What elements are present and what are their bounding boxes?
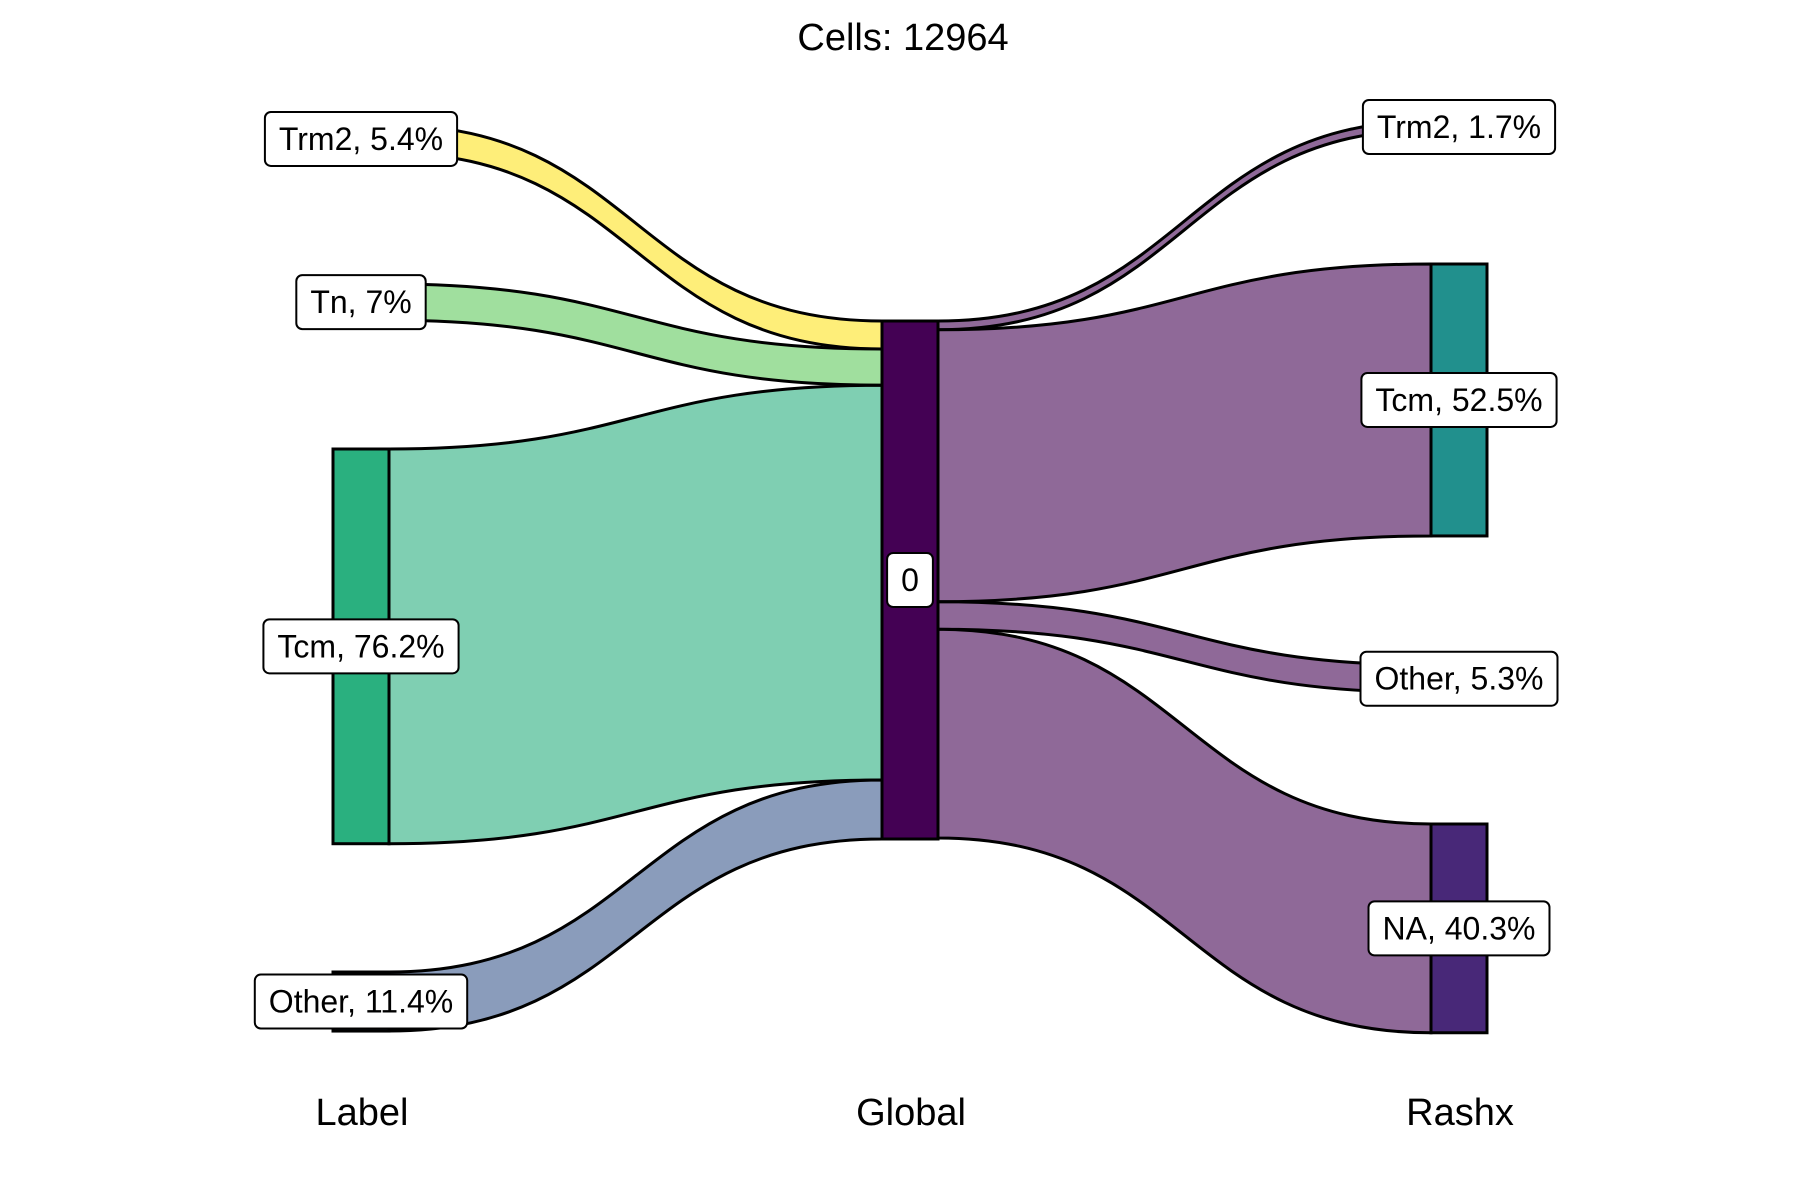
node-label-box (1361, 99, 1557, 155)
axis-label-rashx: Rashx (1406, 1092, 1514, 1134)
node-label-label-other: Other, 11.4% (253, 973, 469, 1030)
node-label-rashx-tcm: Tcm, 52.5% (1360, 371, 1558, 428)
node-label-label-trm2: Trm2, 5.4% (263, 110, 459, 167)
node-label-box (1367, 900, 1551, 957)
node-label-text: Trm2, 5.4% (279, 121, 443, 157)
node-label-box (1359, 650, 1559, 707)
node-label-global-0: 0 (886, 552, 934, 608)
flows-layer (387, 119, 1433, 1035)
node-label-text: Other, 11.4% (269, 984, 453, 1020)
node-label-rashx-other: Other, 5.3% (1359, 650, 1559, 707)
node-label-text: Tn, 7% (310, 284, 411, 320)
node-label-box (295, 274, 427, 331)
node-label-text: Trm2, 1.7% (1377, 109, 1541, 145)
node-label-label-tcm: Tcm, 76.2% (262, 618, 460, 675)
node-label-box (1360, 371, 1558, 428)
node-label-text: Other, 5.3% (1375, 661, 1544, 697)
node-label-text: 0 (901, 562, 919, 598)
node-label-box (262, 618, 460, 675)
axis-label-global: Global (856, 1092, 966, 1134)
node-label-box (263, 110, 459, 167)
flow-label-tcm-to-global-0 (387, 383, 884, 846)
chart-title: Cells: 12964 (797, 17, 1008, 59)
node-label-box (253, 973, 469, 1030)
node-label-label-tn: Tn, 7% (295, 274, 427, 331)
node-label-rashx-trm2: Trm2, 1.7% (1361, 99, 1557, 155)
node-label-text: Tcm, 52.5% (1375, 382, 1542, 418)
node-label-box (886, 552, 934, 608)
node-label-text: Tcm, 76.2% (277, 628, 444, 664)
labels-layer: Trm2, 5.4% Tn, 7% Tcm, 76.2% Other, 11.4% 0 T… (253, 99, 1559, 1030)
node-label-text: NA, 40.3% (1383, 910, 1536, 946)
axis-label-label: Label (316, 1092, 409, 1134)
node-label-rashx-na: NA, 40.3% (1367, 900, 1551, 957)
